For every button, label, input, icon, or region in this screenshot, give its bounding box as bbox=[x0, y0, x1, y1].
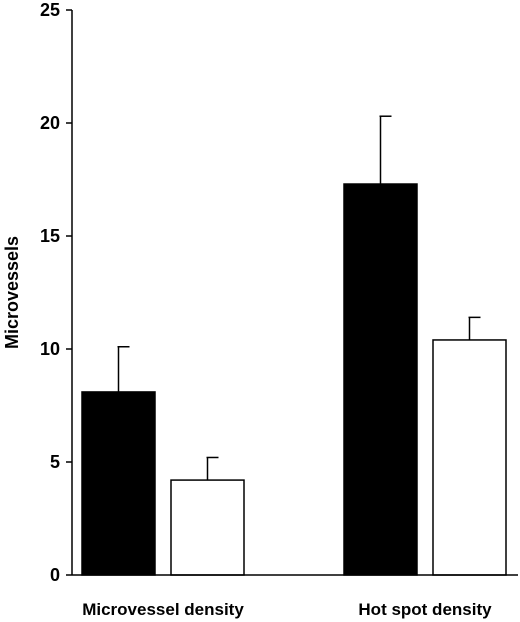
y-axis-title: Microvessels bbox=[2, 236, 22, 349]
bar bbox=[343, 183, 418, 576]
bar bbox=[432, 339, 507, 576]
y-tick-label: 5 bbox=[50, 452, 60, 472]
y-tick-label: 15 bbox=[40, 226, 60, 246]
y-tick-label: 0 bbox=[50, 565, 60, 585]
bars bbox=[81, 115, 507, 576]
x-category-label: Microvessel density bbox=[82, 600, 244, 619]
y-tick-label: 25 bbox=[40, 0, 60, 20]
y-tick-label: 10 bbox=[40, 339, 60, 359]
x-axis-labels: Microvessel density Hot spot density bbox=[82, 600, 492, 619]
y-tick-label: 20 bbox=[40, 113, 60, 133]
bar bbox=[170, 479, 245, 576]
y-axis-ticks: 0 5 10 15 20 25 bbox=[40, 0, 72, 585]
bar bbox=[81, 391, 156, 576]
x-category-label: Hot spot density bbox=[358, 600, 492, 619]
